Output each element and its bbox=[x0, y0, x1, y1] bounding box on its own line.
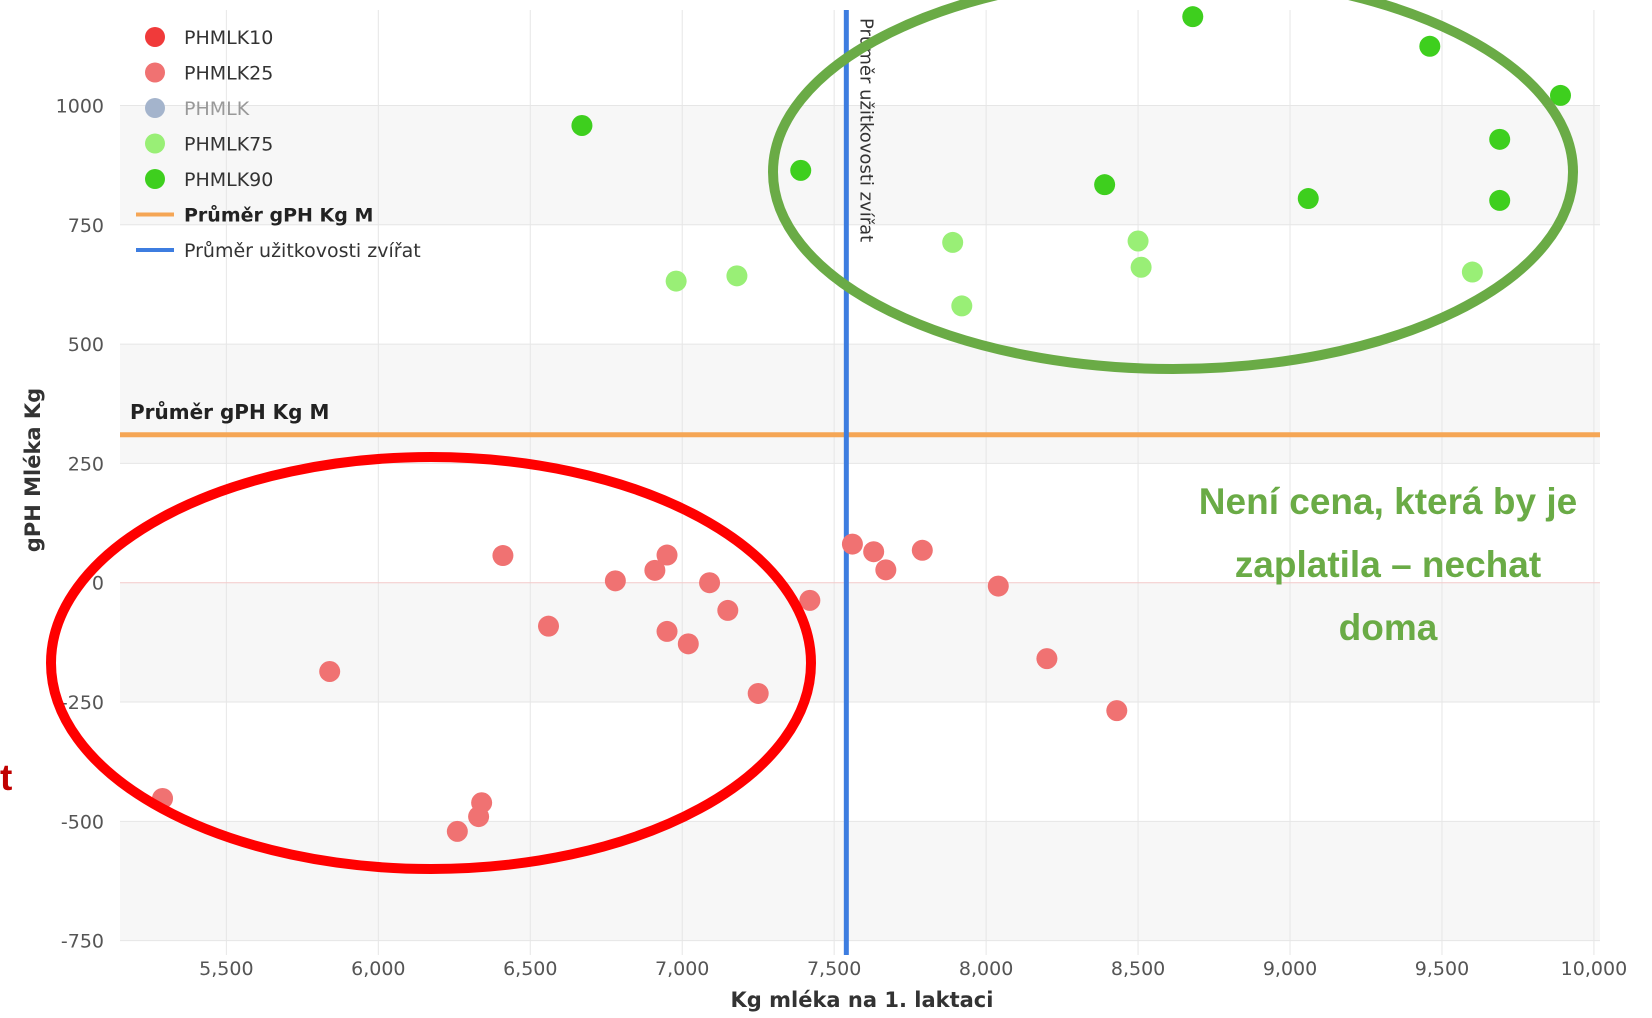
y-tick-label: 500 bbox=[68, 334, 104, 356]
y-tick-label: -500 bbox=[61, 811, 104, 833]
x-tick-label: 7,000 bbox=[655, 958, 709, 980]
point-phmlk75[interactable] bbox=[1461, 261, 1483, 283]
legend-marker-phmlk10[interactable] bbox=[145, 27, 165, 47]
point-phmlk25[interactable] bbox=[656, 620, 678, 642]
x-tick-label: 6,000 bbox=[351, 958, 405, 980]
x-tick-label: 7,500 bbox=[807, 958, 861, 980]
point-phmlk90[interactable] bbox=[1489, 128, 1511, 150]
recommendation-line-3: doma bbox=[1339, 607, 1438, 648]
y-tick-label: -250 bbox=[61, 692, 104, 714]
point-phmlk75[interactable] bbox=[1127, 230, 1149, 252]
x-tick-label: 10,000 bbox=[1561, 958, 1627, 980]
grid-lines bbox=[120, 10, 1600, 955]
point-phmlk25[interactable] bbox=[656, 544, 678, 566]
point-phmlk25[interactable] bbox=[677, 633, 699, 655]
left-cropped-text: t bbox=[0, 757, 12, 798]
legend-label-average-yield[interactable]: Průměr užitkovosti zvířat bbox=[184, 240, 421, 262]
plot-band bbox=[120, 344, 1600, 464]
recommendation-text: Není cena, která by je zaplatila – necha… bbox=[1199, 481, 1577, 648]
average-yield-label: Průměr užitkovosti zvířat bbox=[855, 18, 876, 242]
y-tick-label: -750 bbox=[61, 931, 104, 953]
legend-marker-phmlk[interactable] bbox=[145, 98, 165, 118]
point-phmlk25[interactable] bbox=[319, 661, 341, 682]
scatter-points bbox=[152, 6, 1571, 842]
point-phmlk25[interactable] bbox=[446, 820, 468, 842]
point-phmlk75[interactable] bbox=[1130, 256, 1152, 278]
legend-label-phmlk25[interactable]: PHMLK25 bbox=[184, 63, 273, 85]
x-tick-label: 8,500 bbox=[1111, 958, 1165, 980]
y-axis-title: gPH Mléka Kg bbox=[21, 388, 45, 552]
recommendation-line-1: Není cena, která by je bbox=[1199, 481, 1577, 522]
legend: PHMLK10 PHMLK25 PHMLK PHMLK75 PHMLK90 Průměr … bbox=[136, 27, 421, 262]
point-phmlk25[interactable] bbox=[987, 575, 1009, 597]
plot-band bbox=[120, 105, 1600, 225]
point-phmlk90[interactable] bbox=[1094, 174, 1116, 196]
point-phmlk25[interactable] bbox=[644, 559, 666, 581]
x-axis-ticks: 5,500 6,000 6,500 7,000 7,500 8,000 8,500 9,000… bbox=[199, 958, 1627, 980]
x-tick-label: 5,500 bbox=[199, 958, 253, 980]
recommendation-line-2: zaplatila – nechat bbox=[1235, 544, 1541, 585]
x-tick-label: 9,500 bbox=[1415, 958, 1469, 980]
legend-label-average-gph[interactable]: Průměr gPH Kg M bbox=[184, 204, 373, 227]
point-phmlk75[interactable] bbox=[942, 231, 964, 253]
point-phmlk75[interactable] bbox=[726, 265, 748, 287]
plot-bands bbox=[120, 105, 1600, 941]
plot-band bbox=[120, 821, 1600, 941]
legend-label-phmlk90[interactable]: PHMLK90 bbox=[184, 169, 273, 191]
legend-marker-phmlk90[interactable] bbox=[145, 169, 165, 189]
point-phmlk25[interactable] bbox=[799, 589, 821, 611]
point-phmlk25[interactable] bbox=[1106, 700, 1128, 722]
point-phmlk25[interactable] bbox=[604, 570, 626, 592]
green-highlight-ellipse bbox=[768, 0, 1578, 374]
y-tick-label: 0 bbox=[92, 573, 104, 595]
x-tick-label: 8,000 bbox=[959, 958, 1013, 980]
y-tick-label: 750 bbox=[68, 215, 104, 237]
point-phmlk90[interactable] bbox=[790, 159, 812, 181]
point-phmlk25[interactable] bbox=[841, 533, 863, 555]
point-phmlk90[interactable] bbox=[1419, 35, 1441, 57]
point-phmlk25[interactable] bbox=[863, 541, 885, 563]
x-tick-label: 9,000 bbox=[1263, 958, 1317, 980]
point-phmlk25[interactable] bbox=[538, 615, 560, 637]
point-phmlk25[interactable] bbox=[717, 599, 739, 621]
x-tick-label: 6,500 bbox=[503, 958, 557, 980]
legend-label-phmlk10[interactable]: PHMLK10 bbox=[184, 27, 273, 49]
y-tick-label: 1000 bbox=[56, 95, 104, 117]
point-phmlk25[interactable] bbox=[911, 539, 933, 561]
point-phmlk25[interactable] bbox=[1036, 648, 1058, 670]
point-phmlk90[interactable] bbox=[1549, 84, 1571, 106]
point-phmlk25[interactable] bbox=[747, 682, 769, 704]
y-axis-ticks: 1000 750 500 250 0 -250 -500 -750 bbox=[56, 95, 104, 952]
legend-label-phmlk75[interactable]: PHMLK75 bbox=[184, 134, 273, 156]
point-phmlk75[interactable] bbox=[951, 295, 973, 317]
point-phmlk25[interactable] bbox=[699, 572, 721, 594]
legend-marker-phmlk75[interactable] bbox=[145, 133, 165, 154]
plot-band bbox=[120, 582, 1600, 703]
average-gph-label: Průměr gPH Kg M bbox=[130, 400, 329, 424]
point-phmlk75[interactable] bbox=[665, 270, 687, 292]
red-highlight-ellipse bbox=[46, 452, 816, 874]
point-phmlk90[interactable] bbox=[1489, 189, 1511, 211]
point-phmlk25[interactable] bbox=[875, 559, 897, 581]
point-phmlk90[interactable] bbox=[571, 115, 593, 136]
point-phmlk90[interactable] bbox=[1297, 188, 1319, 210]
point-phmlk90[interactable] bbox=[1182, 6, 1204, 28]
legend-marker-phmlk25[interactable] bbox=[145, 62, 165, 83]
point-phmlk25[interactable] bbox=[471, 792, 493, 814]
legend-label-phmlk[interactable]: PHMLK bbox=[184, 98, 250, 120]
point-phmlk25[interactable] bbox=[492, 545, 514, 567]
y-tick-label: 250 bbox=[68, 453, 104, 475]
x-axis-title: Kg mléka na 1. laktaci bbox=[731, 988, 994, 1012]
